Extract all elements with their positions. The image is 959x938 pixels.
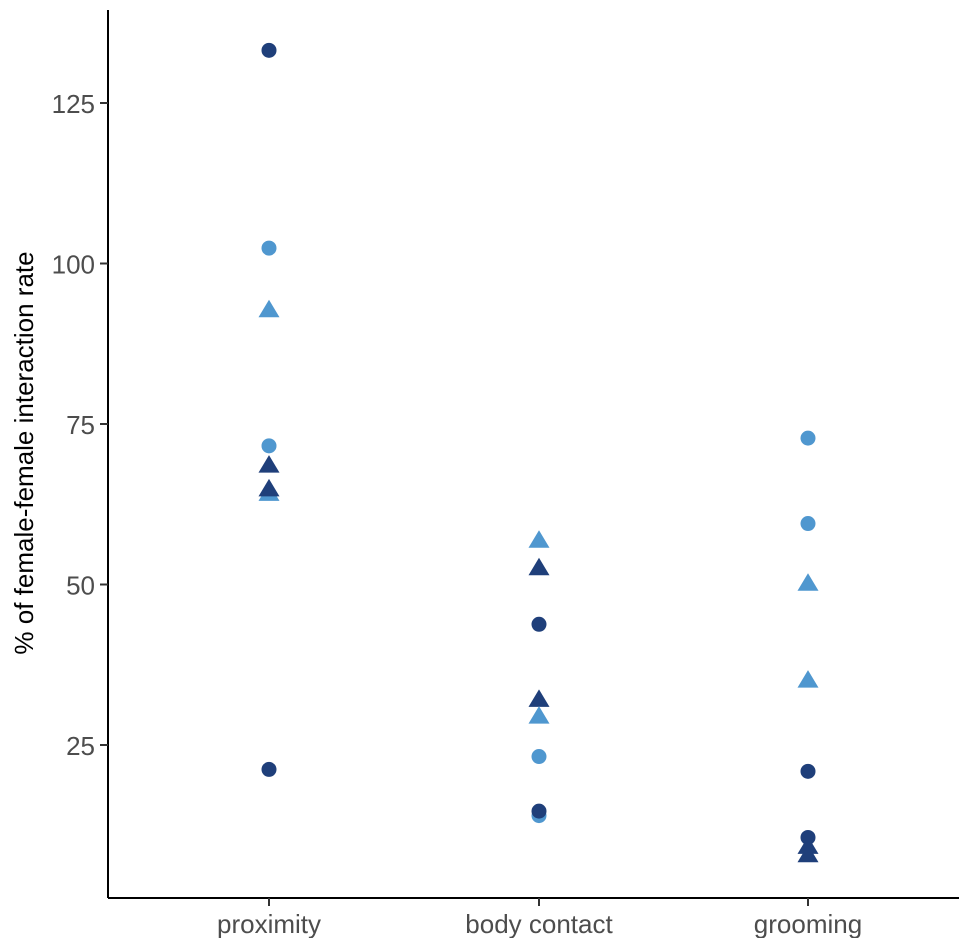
y-tick-label: 25 [66, 731, 95, 761]
point-circle-dark [531, 803, 547, 819]
y-tick-label: 75 [66, 410, 95, 440]
x-tick-label: grooming [754, 909, 862, 938]
point-circle-dark [261, 761, 277, 777]
point-triangle-light [528, 706, 550, 724]
point-circle-dark [261, 42, 277, 58]
x-axis: proximity body contact grooming [108, 897, 959, 938]
y-tick-label: 125 [52, 89, 95, 119]
point-triangle-dark [528, 557, 550, 576]
point-triangle-dark [258, 478, 280, 497]
plot-area [258, 42, 819, 863]
point-circle-light [531, 749, 547, 765]
point-circle-light [261, 438, 277, 454]
point-circle-dark [800, 763, 816, 779]
point-triangle-dark [528, 689, 550, 707]
point-triangle-light [258, 299, 280, 318]
point-triangle-light [797, 670, 819, 688]
point-triangle-dark [797, 844, 819, 863]
x-tick-label: proximity [217, 909, 321, 938]
point-circle-light [261, 240, 277, 256]
y-tick-label: 100 [52, 250, 95, 280]
y-tick-label: 50 [66, 571, 95, 601]
point-circle-light [800, 430, 816, 446]
point-triangle-light [797, 573, 819, 591]
y-axis-title: % of female-female interaction rate [9, 251, 39, 654]
point-triangle-light [528, 530, 550, 548]
point-circle-light [800, 516, 816, 532]
point-circle-dark [531, 616, 547, 632]
point-triangle-dark [258, 455, 280, 473]
y-axis: 25 50 75 100 125 [52, 10, 109, 898]
x-tick-label: body contact [465, 909, 613, 938]
